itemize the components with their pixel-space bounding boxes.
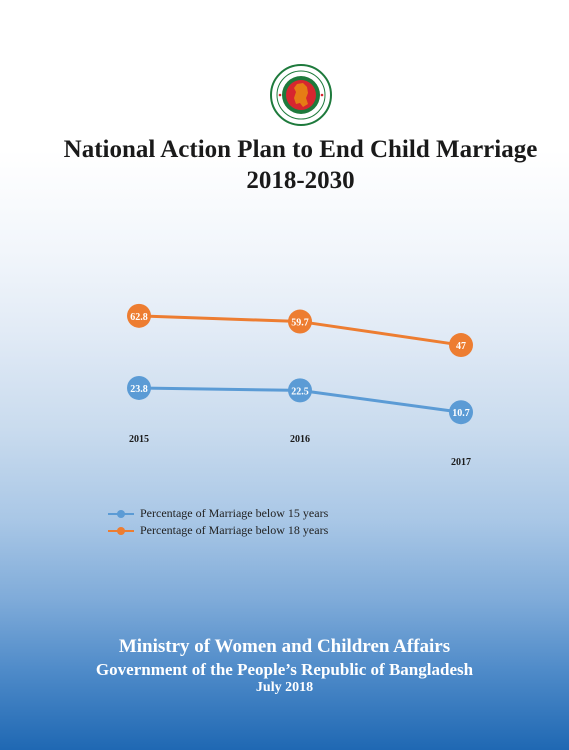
data-point-below-15-2017 <box>449 400 473 425</box>
x-tick-label-2015: 2015 <box>129 434 149 445</box>
data-point-below-15-2015 <box>127 375 151 400</box>
data-label-below-18-2017: 47 <box>456 341 466 352</box>
ministry-name: Ministry of Women and Children Affairs <box>118 636 451 657</box>
data-label-below-15-2015: 23.8 <box>130 384 148 395</box>
data-point-below-15-2016 <box>288 378 312 403</box>
data-label-below-15-2017: 10.7 <box>452 408 470 419</box>
government-seal-icon <box>270 64 332 126</box>
government-name: Government of the People’s Republic of B… <box>95 660 474 679</box>
data-label-below-15-2016: 22.5 <box>291 386 309 397</box>
data-label-below-18-2015: 62.8 <box>130 312 148 323</box>
legend-swatch-below-15 <box>108 509 134 519</box>
data-point-below-18-2015 <box>127 303 151 328</box>
legend-swatch-below-18 <box>108 526 134 536</box>
publication-date: July 2018 <box>255 680 314 695</box>
title-line-2: 2018-2030 <box>246 167 355 194</box>
legend-label-below-15: Percentage of Marriage below 15 years <box>140 506 329 520</box>
legend-item-below-18: Percentage of Marriage below 18 years <box>108 522 328 539</box>
data-point-below-18-2017 <box>449 333 473 358</box>
data-label-below-18-2016: 59.7 <box>291 318 309 329</box>
document-title: National Action Plan to End Child Marria… <box>0 134 569 196</box>
data-point-below-18-2016 <box>288 309 312 334</box>
x-tick-label-2017: 2017 <box>451 457 471 468</box>
legend-item-below-15: Percentage of Marriage below 15 years <box>108 505 328 522</box>
chart-legend: Percentage of Marriage below 15 years Pe… <box>108 505 328 539</box>
legend-label-below-18: Percentage of Marriage below 18 years <box>140 523 329 537</box>
title-line-1: National Action Plan to End Child Marria… <box>63 136 538 163</box>
x-tick-label-2016: 2016 <box>290 434 310 445</box>
